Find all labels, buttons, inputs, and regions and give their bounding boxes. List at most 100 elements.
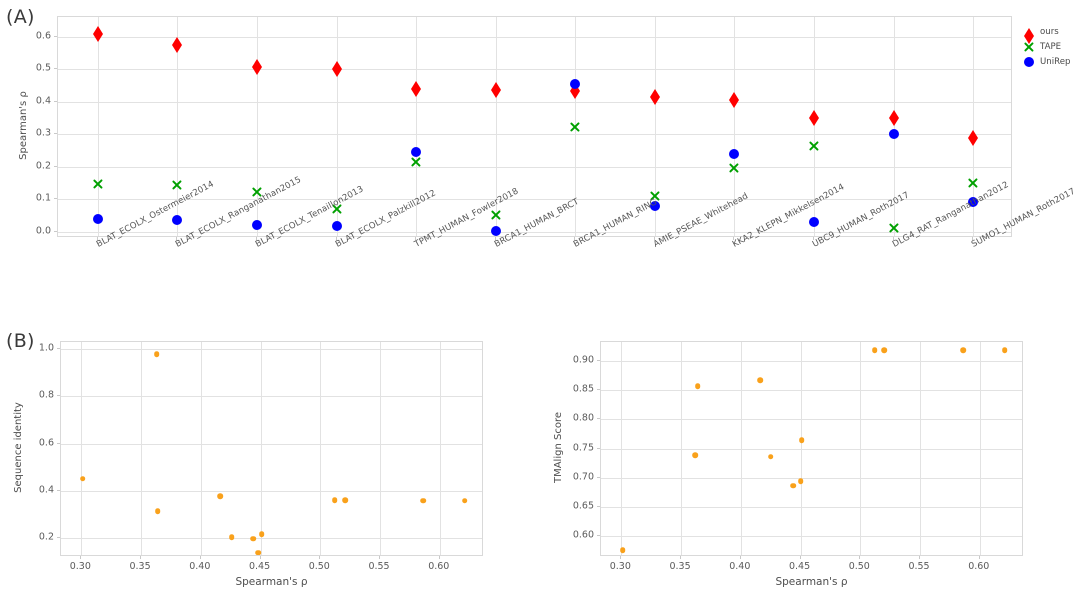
panel-b-left-x-tick-label: 0.35 xyxy=(129,561,151,572)
panel-a-x-tick-mark xyxy=(813,237,815,240)
panel-b-left-point-7 xyxy=(258,531,265,537)
panel-a-gridline-h xyxy=(58,166,1011,168)
panel-a-point-ours-8 xyxy=(729,92,740,109)
panel-b-right-gridline-h xyxy=(601,536,1022,538)
panel-b-right-y-tick-label: 0.70 xyxy=(572,471,594,483)
panel-b-right-y-tick-label: 0.65 xyxy=(572,500,594,512)
panel-a-point-ours-5 xyxy=(490,82,501,99)
panel-b-left-y-tick-label: 0.6 xyxy=(38,437,54,449)
panel-a-point-unirep-9 xyxy=(809,217,820,228)
panel-a-y-tick-mark xyxy=(54,68,57,69)
panel-b-left-gridline-v xyxy=(141,342,143,555)
panel-b-right-y-tick-mark xyxy=(597,447,600,449)
panel-a-gridline-v xyxy=(416,17,418,236)
panel-a-x-tick-mark xyxy=(892,237,894,240)
panel-b-left-x-tick-mark xyxy=(379,556,381,559)
panel-b-left-point-4 xyxy=(229,534,235,541)
legend-item-tape: TAPE xyxy=(1022,39,1078,54)
panel-a-y-tick-label: 0.2 xyxy=(35,160,51,171)
panel-a-x-tick-mark xyxy=(494,237,496,240)
panel-b-right-y-tick-label: 0.90 xyxy=(572,354,594,366)
panel-b-right-plot-area xyxy=(600,341,1023,556)
panel-a-point-tape-8 xyxy=(728,162,740,174)
panel-b-left-point-2 xyxy=(154,508,161,514)
panel-a-x-tick-mark xyxy=(415,237,417,240)
panel-b-left-x-tick-label: 0.30 xyxy=(69,561,91,572)
panel-b-left-point-9 xyxy=(342,497,349,504)
panel-a-y-tick-label: 0.1 xyxy=(35,192,51,204)
panel-a-gridline-h xyxy=(58,101,1011,103)
panel-a-x-tick-mark xyxy=(972,237,974,240)
panel-a-gridline-v xyxy=(336,17,338,236)
panel-a-point-tape-4 xyxy=(410,156,422,168)
panel-b-left-point-3 xyxy=(217,493,223,500)
panel-b-right-point-7 xyxy=(798,437,805,444)
panel-a-gridline-h xyxy=(58,231,1011,233)
panel-b-left-point-11 xyxy=(462,497,468,504)
panel-b-right-axes: TMAlign Score Spearman's ρ 0.60 0.65 0.70 0… xyxy=(553,341,1023,588)
panel-b-left-x-axis-label: Spearman's ρ xyxy=(235,576,308,588)
panel-b-right-gridline-h xyxy=(601,477,1022,479)
panel-b-right-x-tick-label: 0.55 xyxy=(908,561,930,572)
panel-b-right-x-tick-mark xyxy=(680,556,682,559)
legend-item-ours: ours xyxy=(1022,24,1078,44)
panel-b-left-point-6 xyxy=(255,549,261,555)
panel-a-point-ours-0 xyxy=(92,26,103,42)
panel-a-y-tick-mark xyxy=(54,100,57,102)
panel-b-right-x-tick-label: 0.50 xyxy=(848,561,870,572)
panel-b-left-gridline-h xyxy=(61,538,482,540)
panel-b-left-y-tick-mark xyxy=(57,395,60,397)
panel-b-right-y-tick-mark xyxy=(597,476,600,478)
panel-b-right-gridline-v xyxy=(740,342,742,555)
panel-a-point-tape-0 xyxy=(92,178,104,190)
panel-b-left-x-tick-mark xyxy=(438,556,440,559)
panel-b-right-y-axis-label: TMAlign Score xyxy=(552,411,564,483)
panel-a-gridline-v xyxy=(256,17,258,236)
panel-b-right-gridline-h xyxy=(601,419,1022,421)
panel-b-left-point-10 xyxy=(420,497,426,504)
panel-b-left-gridline-v xyxy=(200,342,202,555)
panel-b-right-point-2 xyxy=(694,383,701,389)
panel-a-gridline-h xyxy=(58,69,1011,70)
panel-b-right-gridline-v xyxy=(860,342,862,555)
panel-b-right-y-tick-label: 0.85 xyxy=(572,383,594,395)
panel-b-right-x-tick-mark xyxy=(859,556,861,559)
panel-b-left-y-axis-label: Sequence identity xyxy=(12,401,24,493)
panel-a-gridline-v xyxy=(973,17,975,236)
panel-b-left-y-tick-mark xyxy=(57,537,60,539)
panel-b-right-y-tick-mark xyxy=(597,389,600,391)
panel-a-point-unirep-6 xyxy=(570,78,581,89)
panel-b-left-y-tick-label: 0.8 xyxy=(38,389,54,401)
panel-a-x-tick-mark xyxy=(176,237,178,240)
panel-b-right-x-tick-mark xyxy=(919,556,921,559)
panel-a-y-tick-mark xyxy=(54,165,57,167)
panel-b-left-x-tick-label: 0.45 xyxy=(248,561,271,572)
legend-item-unirep: UniRep xyxy=(1022,54,1078,69)
panel-b-right-point-4 xyxy=(767,454,774,460)
panel-b-right-gridline-h xyxy=(601,390,1022,392)
panel-a-gridline-v xyxy=(97,17,99,236)
panel-a-point-tape-5 xyxy=(490,209,502,221)
legend-swatch-tape xyxy=(1022,40,1036,54)
panel-b-left-gridline-v xyxy=(380,342,382,555)
panel-a-y-tick-label: 0.5 xyxy=(35,62,51,74)
panel-b-right-gridline-v xyxy=(920,342,922,555)
panel-a-gridline-v xyxy=(495,17,497,236)
panel-a-gridline-h xyxy=(58,134,1011,135)
panel-b-right-x-tick-label: 0.30 xyxy=(609,561,631,572)
panel-a-point-ours-3 xyxy=(331,60,342,77)
panel-b-left-gridline-v xyxy=(439,342,441,555)
panel-b-left-gridline-h xyxy=(61,396,482,398)
panel-a-y-axis-label: Spearman's ρ xyxy=(17,90,29,160)
panel-b-right-y-tick-mark xyxy=(597,506,600,508)
panel-b-right-x-tick-mark xyxy=(978,556,980,559)
panel-a-y-tick-label: 0.0 xyxy=(35,225,51,236)
panel-a-point-tape-1 xyxy=(171,179,183,191)
panel-a-x-tick-mark xyxy=(733,237,735,240)
panel-a-point-unirep-7 xyxy=(649,200,660,211)
panel-b-right-gridline-h xyxy=(601,360,1022,362)
legend-label-unirep: UniRep xyxy=(1040,56,1071,67)
panel-b-left-y-tick-mark xyxy=(57,442,60,444)
panel-a-gridline-v xyxy=(893,17,895,236)
panel-a-point-ours-10 xyxy=(888,109,899,126)
